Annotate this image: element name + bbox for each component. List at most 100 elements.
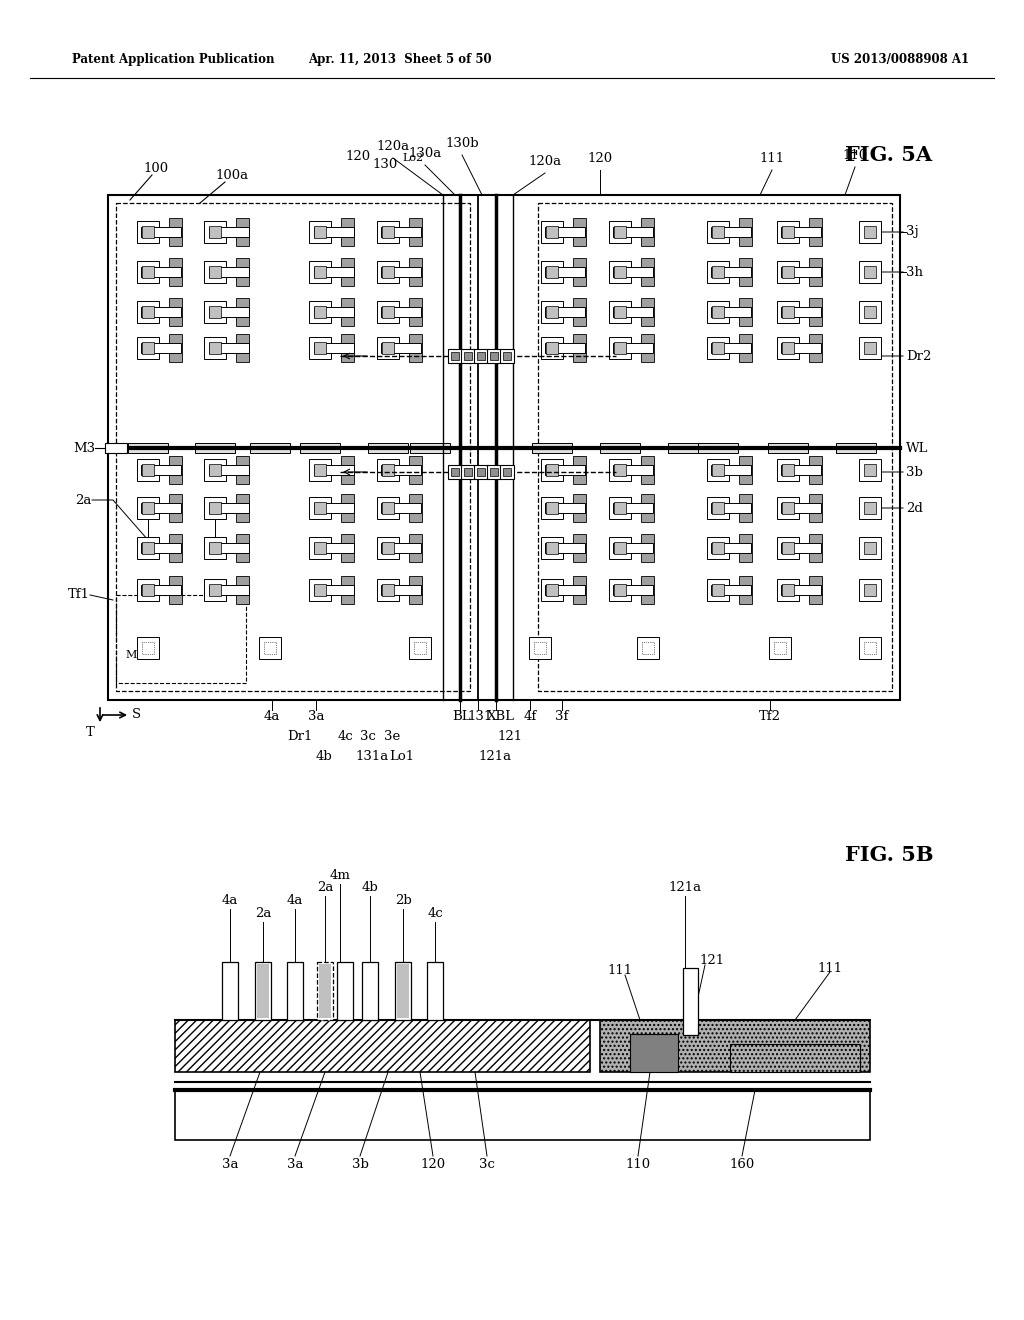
Bar bbox=[409, 576, 422, 605]
Bar bbox=[142, 465, 154, 475]
Bar bbox=[314, 226, 326, 238]
Bar bbox=[545, 227, 585, 238]
Bar bbox=[609, 337, 631, 359]
Bar bbox=[609, 459, 631, 480]
Bar bbox=[319, 964, 331, 1018]
Text: 130: 130 bbox=[373, 158, 397, 172]
Bar bbox=[461, 348, 475, 363]
Text: FIG. 5A: FIG. 5A bbox=[845, 145, 932, 165]
Bar bbox=[859, 638, 881, 659]
Text: Lo2: Lo2 bbox=[402, 153, 424, 162]
Bar bbox=[572, 298, 586, 326]
Bar bbox=[309, 220, 331, 243]
Text: 111: 111 bbox=[607, 964, 633, 977]
Text: XBL: XBL bbox=[487, 710, 515, 723]
Bar bbox=[864, 267, 876, 277]
Bar bbox=[377, 301, 399, 323]
Bar bbox=[451, 469, 459, 477]
Bar bbox=[169, 218, 181, 246]
Bar bbox=[859, 537, 881, 558]
Bar bbox=[141, 503, 181, 513]
Bar bbox=[169, 455, 181, 484]
Bar bbox=[541, 301, 563, 323]
Bar bbox=[545, 308, 585, 317]
Text: 131a: 131a bbox=[355, 750, 389, 763]
Bar bbox=[613, 585, 653, 595]
Bar bbox=[204, 579, 226, 601]
Bar bbox=[738, 218, 752, 246]
Bar bbox=[209, 306, 221, 318]
Bar bbox=[738, 298, 752, 326]
Bar bbox=[314, 308, 354, 317]
Bar bbox=[477, 352, 485, 360]
Bar bbox=[777, 261, 799, 282]
Bar bbox=[707, 301, 729, 323]
Text: M3→: M3→ bbox=[125, 649, 153, 660]
Bar bbox=[500, 465, 514, 479]
Bar bbox=[713, 585, 724, 595]
Bar bbox=[309, 301, 331, 323]
Text: 121: 121 bbox=[498, 730, 522, 743]
Bar bbox=[169, 334, 181, 362]
Bar bbox=[137, 220, 159, 243]
Bar bbox=[395, 962, 411, 1020]
Bar bbox=[169, 494, 181, 521]
Text: 4b: 4b bbox=[315, 750, 333, 763]
Bar bbox=[609, 537, 631, 558]
Bar bbox=[529, 638, 551, 659]
Bar bbox=[738, 576, 752, 605]
Bar bbox=[314, 267, 354, 277]
Bar bbox=[409, 218, 422, 246]
Bar bbox=[341, 298, 353, 326]
Bar bbox=[409, 298, 422, 326]
Bar bbox=[864, 306, 876, 318]
Text: 2a: 2a bbox=[76, 494, 92, 507]
Bar bbox=[209, 267, 249, 277]
Text: 121a: 121a bbox=[478, 750, 512, 763]
Bar bbox=[169, 576, 181, 605]
Text: 3b: 3b bbox=[906, 466, 923, 479]
Bar bbox=[809, 298, 821, 326]
Text: 3e: 3e bbox=[384, 730, 400, 743]
Bar bbox=[377, 220, 399, 243]
Text: 3a: 3a bbox=[222, 1158, 239, 1171]
Bar bbox=[637, 638, 659, 659]
Bar bbox=[782, 503, 794, 513]
Bar bbox=[314, 503, 354, 513]
Bar bbox=[461, 465, 475, 479]
Bar bbox=[382, 465, 393, 475]
Text: 120a: 120a bbox=[528, 154, 561, 168]
Bar bbox=[713, 306, 724, 318]
Text: 3c: 3c bbox=[360, 730, 376, 743]
Bar bbox=[142, 643, 154, 653]
Bar bbox=[137, 301, 159, 323]
Bar bbox=[609, 261, 631, 282]
Bar bbox=[236, 455, 249, 484]
Bar bbox=[782, 226, 794, 238]
Bar bbox=[738, 535, 752, 562]
Bar bbox=[600, 444, 640, 453]
Bar bbox=[859, 261, 881, 282]
Bar bbox=[490, 352, 498, 360]
Bar bbox=[377, 459, 399, 480]
Text: 4a: 4a bbox=[222, 894, 239, 907]
Bar bbox=[859, 498, 881, 519]
Bar bbox=[572, 455, 586, 484]
Bar bbox=[535, 643, 546, 653]
Bar bbox=[341, 455, 353, 484]
Text: 111: 111 bbox=[817, 961, 843, 974]
Bar bbox=[236, 535, 249, 562]
Bar bbox=[503, 469, 511, 477]
Bar bbox=[572, 334, 586, 362]
Text: 130b: 130b bbox=[445, 137, 479, 150]
Bar bbox=[572, 257, 586, 286]
Bar bbox=[738, 257, 752, 286]
Bar bbox=[781, 343, 821, 352]
Text: 120: 120 bbox=[421, 1158, 445, 1171]
Bar bbox=[314, 543, 326, 553]
Text: Apr. 11, 2013  Sheet 5 of 50: Apr. 11, 2013 Sheet 5 of 50 bbox=[308, 54, 492, 66]
Bar bbox=[309, 537, 331, 558]
Bar bbox=[141, 543, 181, 553]
Bar bbox=[614, 465, 626, 475]
Bar bbox=[255, 962, 271, 1020]
